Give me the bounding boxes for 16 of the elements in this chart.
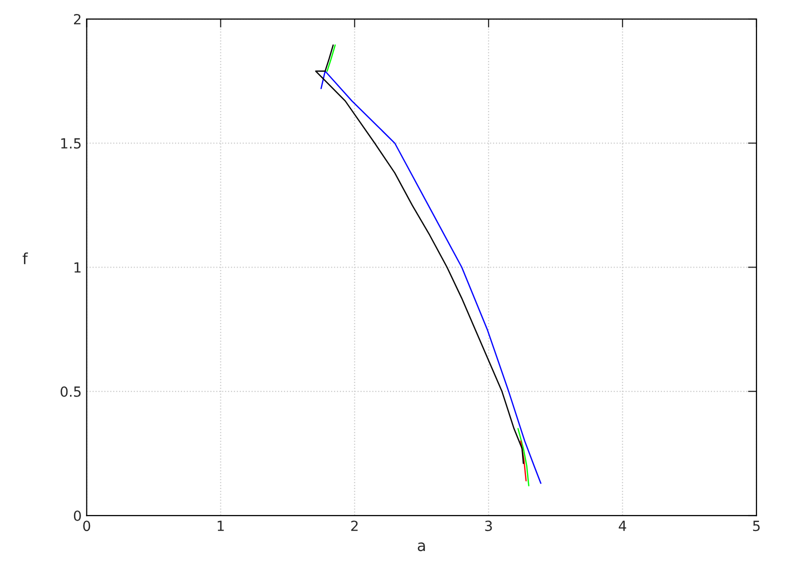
x-tick-label: 3 — [485, 520, 492, 532]
y-axis-title: f — [22, 252, 28, 264]
x-tick-label: 5 — [753, 520, 760, 532]
y-tick-label: 2 — [74, 14, 80, 24]
y-tick-label: 1 — [74, 262, 81, 273]
x-tick-label: 2 — [351, 520, 358, 531]
y-tick-label: 1.5 — [61, 138, 81, 149]
x-axis-title: a — [418, 542, 425, 552]
y-tick-label: 0 — [74, 510, 81, 521]
line-series — [315, 44, 524, 464]
x-tick-label: 1 — [218, 520, 224, 531]
y-tick-label: 0.5 — [60, 386, 81, 397]
x-tick-label: 0 — [83, 520, 90, 532]
line-series — [517, 428, 530, 486]
line-series — [320, 70, 542, 484]
x-tick-label: 4 — [618, 520, 626, 531]
